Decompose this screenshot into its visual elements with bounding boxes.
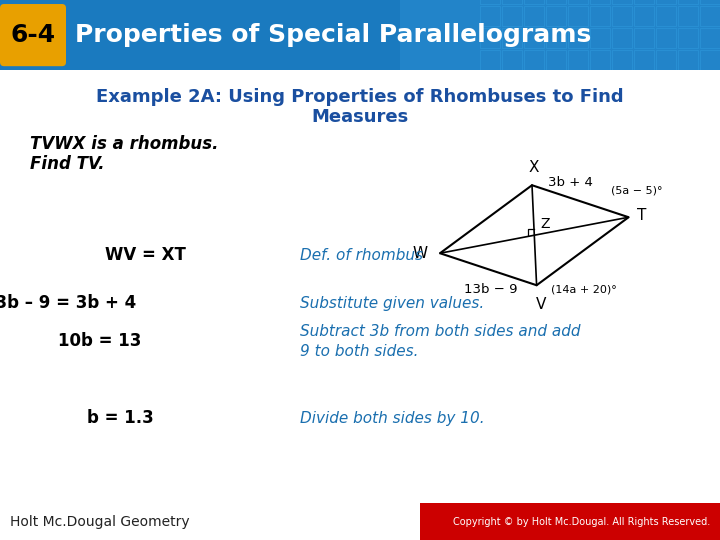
Text: (14a + 20)°: (14a + 20)° — [551, 284, 616, 294]
Text: V: V — [536, 297, 546, 312]
Bar — [502, 28, 522, 48]
Text: Def. of rhombus: Def. of rhombus — [300, 248, 423, 263]
Bar — [420, 503, 720, 540]
Bar — [400, 0, 720, 70]
Text: WV = XT: WV = XT — [104, 246, 186, 264]
Bar — [568, 0, 588, 4]
Text: b = 1.3: b = 1.3 — [86, 409, 153, 427]
Text: T: T — [636, 208, 646, 222]
Bar — [524, 28, 544, 48]
Bar — [634, 0, 654, 4]
Bar — [656, 6, 676, 26]
Bar — [612, 28, 632, 48]
Text: Copyright © by Holt Mc.Dougal. All Rights Reserved.: Copyright © by Holt Mc.Dougal. All Right… — [453, 517, 710, 527]
Bar — [480, 0, 500, 4]
Text: TVWX is a rhombus.: TVWX is a rhombus. — [30, 135, 218, 153]
Bar — [502, 50, 522, 70]
Text: Measures: Measures — [311, 108, 409, 126]
Bar — [502, 6, 522, 26]
Bar — [656, 0, 676, 4]
Bar — [568, 28, 588, 48]
Bar — [546, 0, 566, 4]
Text: Divide both sides by 10.: Divide both sides by 10. — [300, 411, 485, 426]
Bar — [480, 28, 500, 48]
Bar — [590, 6, 610, 26]
Text: 6-4: 6-4 — [10, 23, 55, 47]
Bar — [700, 50, 720, 70]
Bar — [590, 0, 610, 4]
Text: Substitute given values.: Substitute given values. — [300, 296, 485, 310]
Text: Subtract 3b from both sides and add: Subtract 3b from both sides and add — [300, 324, 580, 339]
Bar — [524, 0, 544, 4]
Bar — [546, 28, 566, 48]
Text: W: W — [413, 246, 428, 261]
Bar — [612, 6, 632, 26]
Text: 3b + 4: 3b + 4 — [548, 176, 593, 189]
Bar — [634, 28, 654, 48]
Bar — [700, 6, 720, 26]
Bar — [678, 50, 698, 70]
Text: (5a − 5)°: (5a − 5)° — [611, 185, 662, 195]
Bar — [678, 28, 698, 48]
Text: Example 2A: Using Properties of Rhombuses to Find: Example 2A: Using Properties of Rhombuse… — [96, 88, 624, 106]
Text: 9 to both sides.: 9 to both sides. — [300, 344, 418, 359]
Bar — [568, 6, 588, 26]
Text: Holt Mc.Dougal Geometry: Holt Mc.Dougal Geometry — [10, 515, 189, 529]
Bar — [634, 6, 654, 26]
Text: 13b – 9 = 3b + 4: 13b – 9 = 3b + 4 — [0, 294, 136, 312]
Bar — [678, 0, 698, 4]
Bar — [0, 503, 420, 540]
Bar — [480, 6, 500, 26]
Text: Z: Z — [540, 217, 550, 231]
Bar — [480, 50, 500, 70]
Bar — [612, 50, 632, 70]
FancyBboxPatch shape — [0, 4, 66, 66]
Bar — [502, 0, 522, 4]
Text: X: X — [528, 160, 539, 175]
Bar — [590, 50, 610, 70]
Bar — [634, 50, 654, 70]
Bar — [656, 28, 676, 48]
Bar — [546, 6, 566, 26]
Bar — [524, 50, 544, 70]
Text: Properties of Special Parallelograms: Properties of Special Parallelograms — [75, 23, 591, 47]
Bar — [568, 50, 588, 70]
Text: 13b − 9: 13b − 9 — [464, 284, 517, 296]
Bar — [656, 50, 676, 70]
Bar — [700, 28, 720, 48]
Bar — [678, 6, 698, 26]
Bar — [524, 6, 544, 26]
Text: Find TV.: Find TV. — [30, 155, 104, 173]
Bar — [546, 50, 566, 70]
Bar — [590, 28, 610, 48]
Text: 10b = 13: 10b = 13 — [58, 332, 142, 350]
Bar — [612, 0, 632, 4]
Bar — [700, 0, 720, 4]
